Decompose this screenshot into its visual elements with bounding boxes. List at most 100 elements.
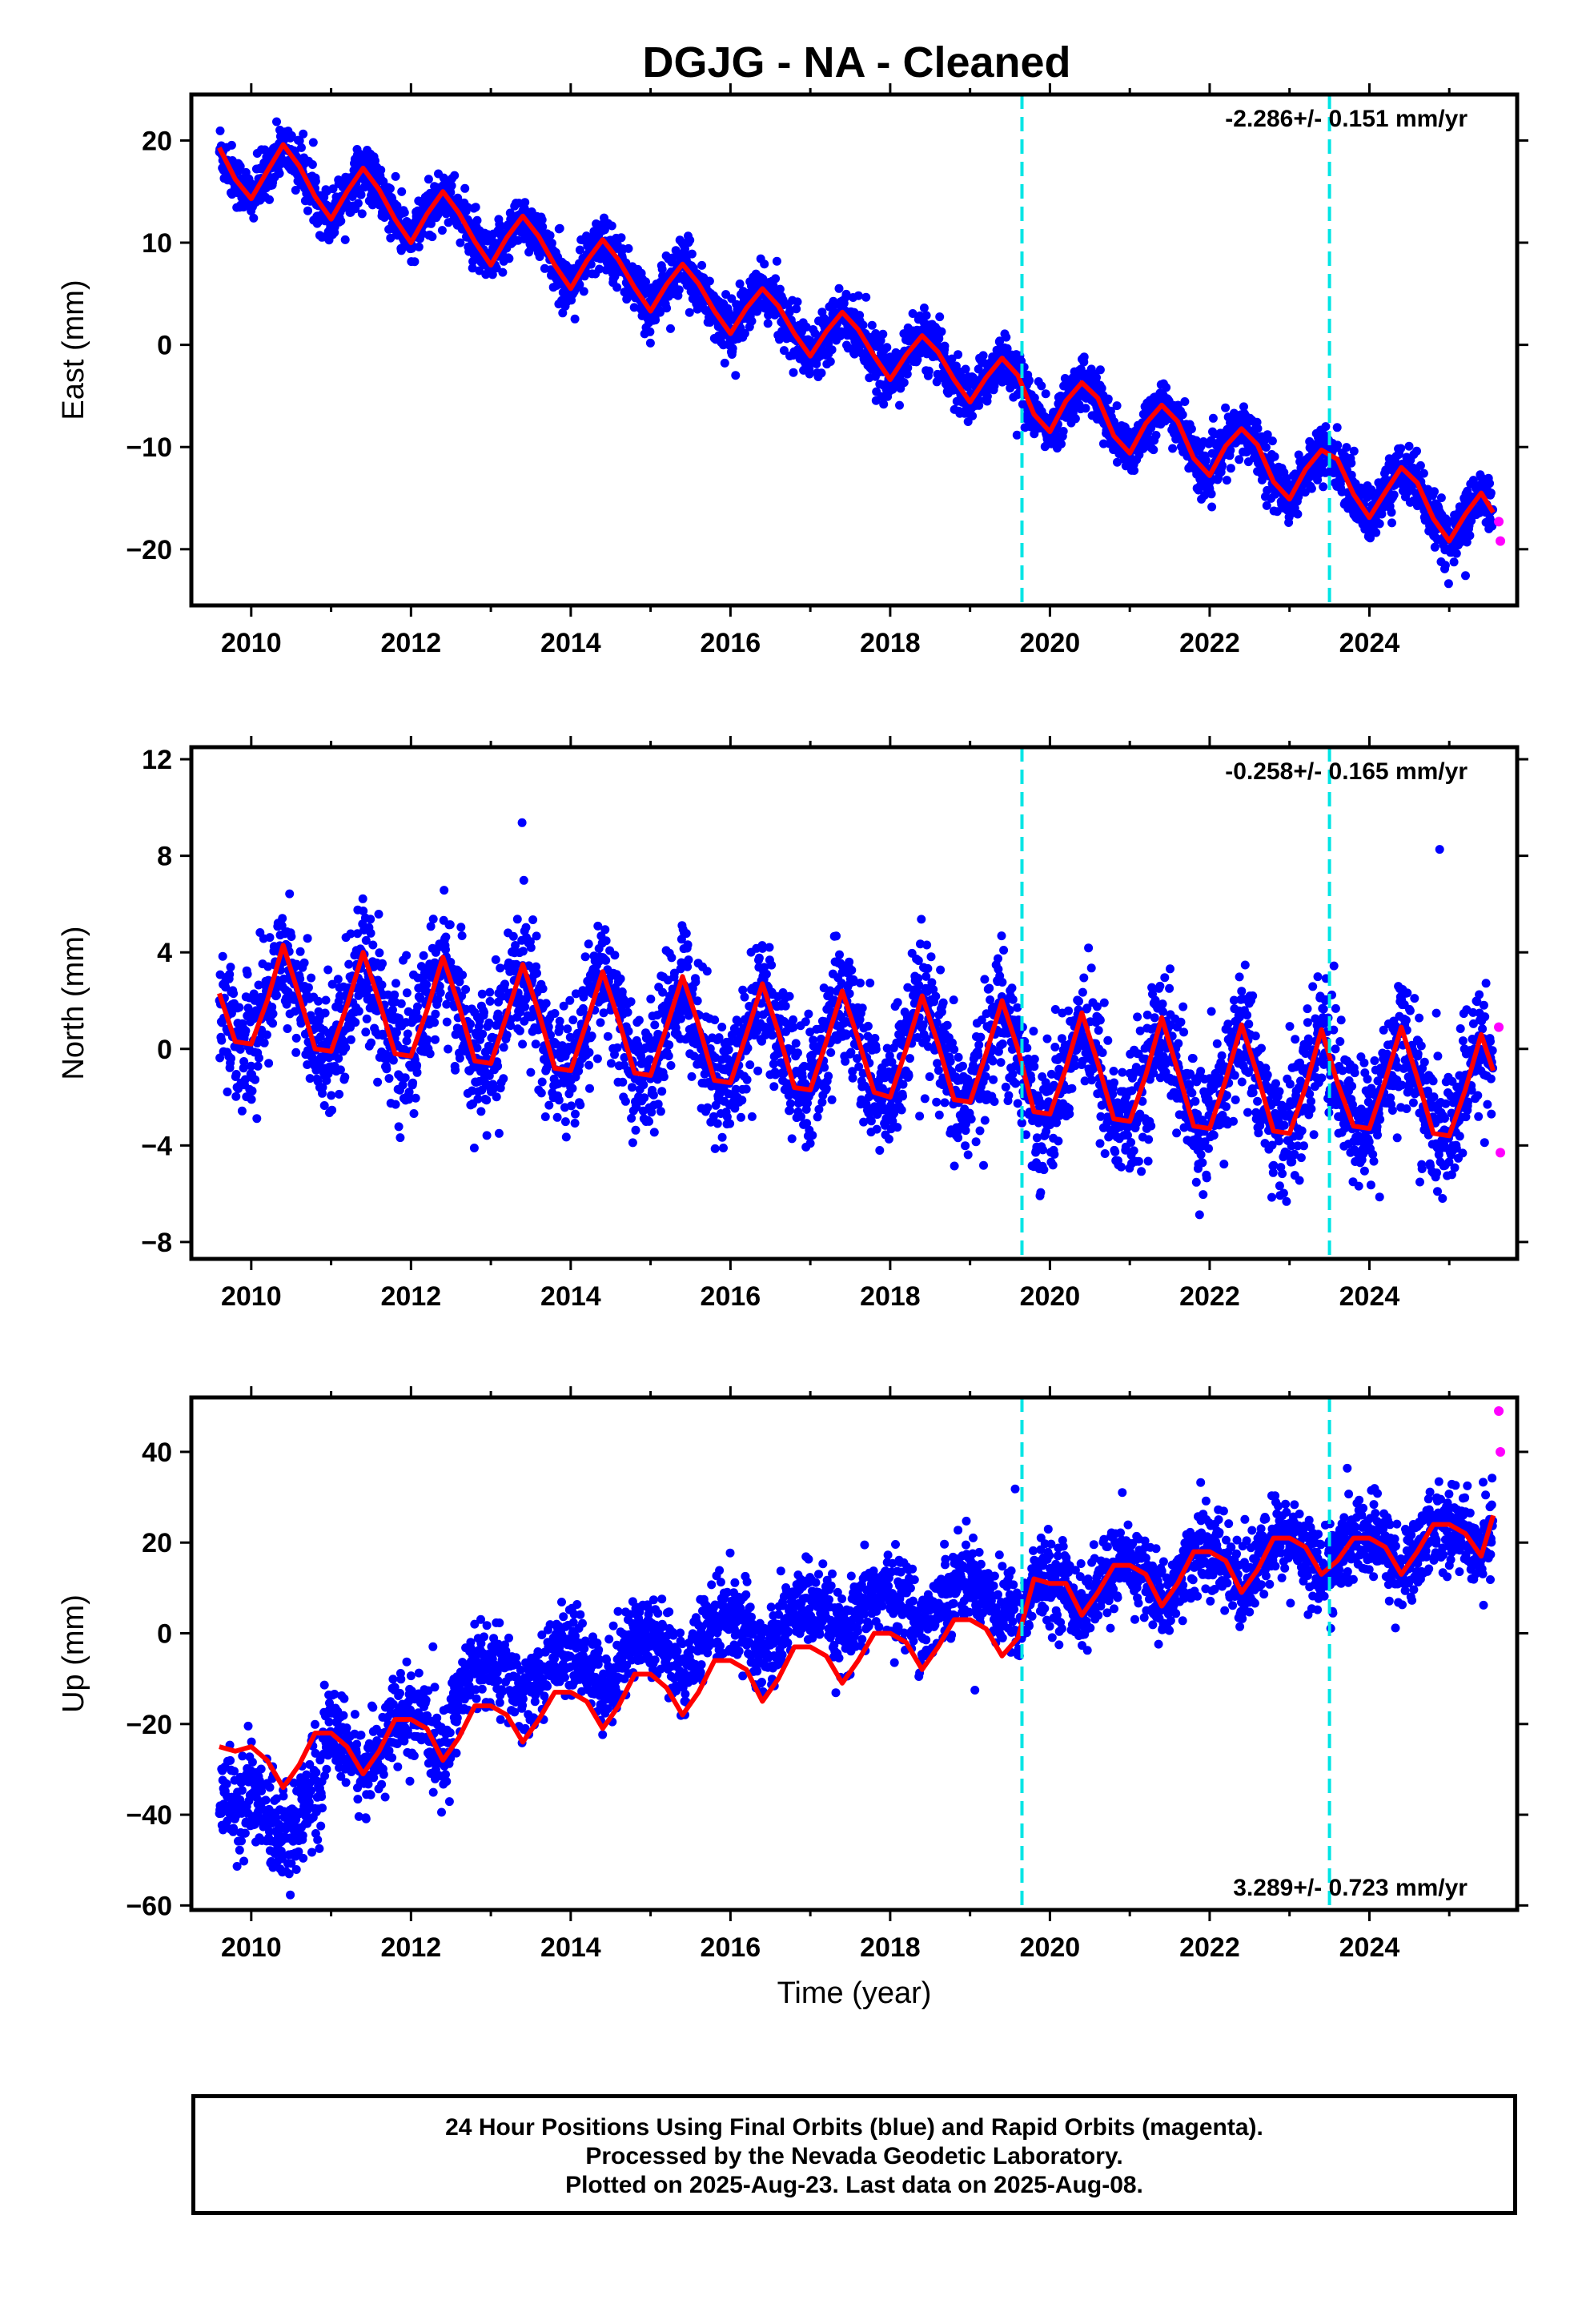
east-final-point: [311, 176, 320, 186]
east-final-point: [878, 329, 888, 339]
north-final-point: [413, 1002, 422, 1011]
east-final-point: [272, 117, 281, 127]
east-final-point: [437, 226, 447, 235]
north-final-point: [466, 1019, 475, 1029]
east-final-point: [772, 256, 781, 266]
east-final-point: [307, 160, 317, 169]
east-final-point: [1186, 424, 1196, 434]
north-final-point: [646, 995, 656, 1003]
north-final-point: [442, 999, 452, 1009]
east-final-point: [235, 162, 245, 171]
east-final-point: [666, 324, 675, 333]
east-final-point: [687, 249, 697, 259]
north-final-point: [544, 1100, 554, 1110]
north-final-point: [333, 975, 343, 984]
east-final-point: [1112, 401, 1122, 411]
east-final-point: [801, 322, 811, 332]
north-final-point: [599, 1008, 608, 1018]
north-final-point: [243, 969, 252, 979]
east-model-line: [217, 142, 1496, 544]
east-final-point: [843, 344, 853, 353]
east-final-point: [1375, 519, 1384, 529]
east-final-point: [805, 369, 814, 379]
north-final-point: [482, 1131, 492, 1140]
east-final-point: [1389, 490, 1399, 500]
east-final-point: [763, 319, 773, 328]
north-final-point: [568, 1015, 578, 1025]
north-final-point: [268, 1009, 278, 1019]
north-final-point: [431, 1035, 440, 1044]
east-final-point: [1440, 561, 1450, 570]
east-final-point: [215, 126, 225, 135]
north-final-point: [644, 1031, 653, 1041]
north-final-point: [428, 915, 438, 924]
east-final-point: [697, 260, 707, 270]
east-final-point: [340, 235, 350, 244]
north-final-point: [601, 955, 611, 965]
east-final-point: [575, 245, 584, 255]
east-final-point: [793, 297, 802, 307]
east-final-point: [902, 369, 912, 379]
east-final-point: [397, 187, 407, 196]
north-final-point: [391, 1100, 400, 1109]
east-final-point: [879, 400, 889, 409]
east-final-point: [249, 213, 259, 223]
east-final-point: [895, 400, 904, 410]
north-final-point: [262, 1030, 271, 1039]
north-final-point: [528, 915, 538, 924]
east-final-point: [471, 203, 480, 212]
north-final-point: [335, 991, 344, 1001]
north-final-point: [361, 1027, 371, 1037]
east-final-point: [607, 221, 616, 231]
north-final-point: [396, 1133, 405, 1143]
east-final-point: [1207, 489, 1216, 499]
east-final-point: [853, 291, 863, 300]
east-final-point: [735, 279, 745, 288]
north-final-point: [307, 973, 316, 983]
east-final-point: [1180, 397, 1190, 406]
east-final-point: [1371, 528, 1381, 537]
east-final-point: [1465, 531, 1475, 541]
east-final-point: [1486, 489, 1496, 498]
north-final-point: [323, 1069, 333, 1079]
north-final-point: [346, 929, 355, 939]
east-final-point: [1162, 383, 1171, 392]
north-final-point: [623, 1007, 632, 1017]
east-final-point: [570, 314, 580, 324]
east-final-point: [1235, 455, 1244, 464]
east-final-point: [1342, 443, 1351, 452]
east-final-point: [1462, 537, 1472, 547]
north-final-point: [368, 940, 378, 950]
east-final-point: [472, 215, 482, 225]
north-final-point: [710, 1015, 720, 1025]
north-final-point: [657, 1087, 667, 1096]
north-final-point: [536, 1088, 546, 1098]
north-final-point: [710, 1144, 720, 1153]
north-final-point: [478, 1029, 488, 1039]
north-final-point: [649, 1128, 659, 1137]
north-final-point: [485, 987, 495, 997]
north-final-point: [628, 1083, 636, 1092]
east-final-point: [1294, 450, 1303, 460]
east-final-point: [1349, 446, 1359, 456]
east-final-point: [328, 184, 338, 194]
east-final-point: [1041, 389, 1050, 399]
east-final-point: [921, 311, 931, 320]
north-final-point: [617, 987, 627, 996]
north-final-point: [552, 1112, 562, 1122]
north-final-point: [610, 1050, 619, 1059]
north-final-point: [667, 953, 677, 963]
east-final-point: [1387, 518, 1396, 528]
north-final-point: [560, 1117, 570, 1127]
east-final-point: [861, 292, 871, 302]
east-x-tick-label: 2020: [1020, 628, 1081, 658]
east-final-point: [624, 243, 633, 253]
east-final-point: [779, 346, 789, 356]
north-final-point: [691, 977, 701, 987]
east-y-tick-label: 0: [157, 331, 172, 361]
north-final-point: [618, 1077, 628, 1087]
north-final-orbit-points: [215, 818, 1498, 1220]
east-final-point: [1079, 352, 1089, 362]
north-final-point: [278, 914, 287, 923]
